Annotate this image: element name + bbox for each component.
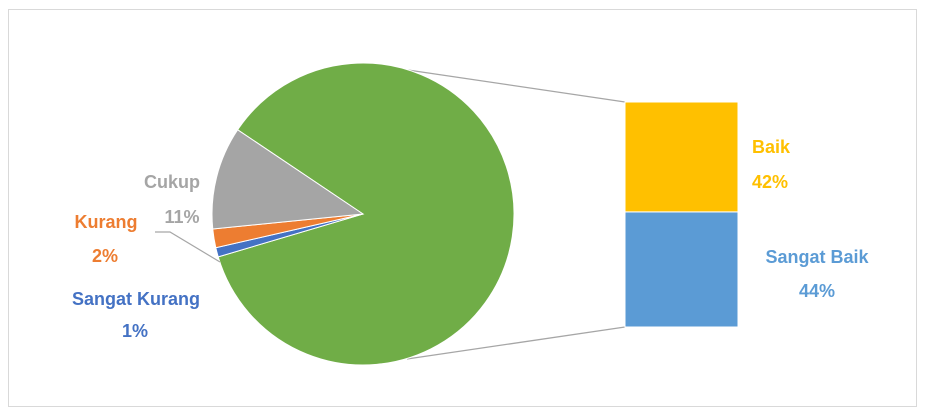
label-sangat-baik-name: Sangat Baik xyxy=(765,247,869,267)
connector-line-top xyxy=(407,69,626,103)
label-kurang-name: Kurang xyxy=(75,212,138,232)
leader-lines xyxy=(155,231,221,263)
label-sangat-kurang-name: Sangat Kurang xyxy=(72,289,200,309)
bar-segment-sangat-baik xyxy=(624,211,739,328)
connector-line-bottom xyxy=(406,326,626,360)
label-baik-name: Baik xyxy=(752,137,791,157)
pie-slice-cukup xyxy=(211,129,365,230)
label-kurang-value: 2% xyxy=(92,246,118,266)
pie xyxy=(211,62,515,366)
leader-line-kurang xyxy=(155,231,221,263)
label-cukup-value: 11% xyxy=(164,207,199,227)
label-cukup-name: Cukup xyxy=(144,172,200,192)
label-baik-value: 42% xyxy=(752,172,788,192)
pie-slice-other xyxy=(217,62,515,366)
label-sangat-baik-value: 44% xyxy=(799,281,835,301)
label-sangat-kurang-value: 1% xyxy=(122,321,148,341)
bar-segment-baik xyxy=(624,101,739,213)
connector-lines xyxy=(406,69,626,360)
secondary-bar xyxy=(624,101,739,328)
